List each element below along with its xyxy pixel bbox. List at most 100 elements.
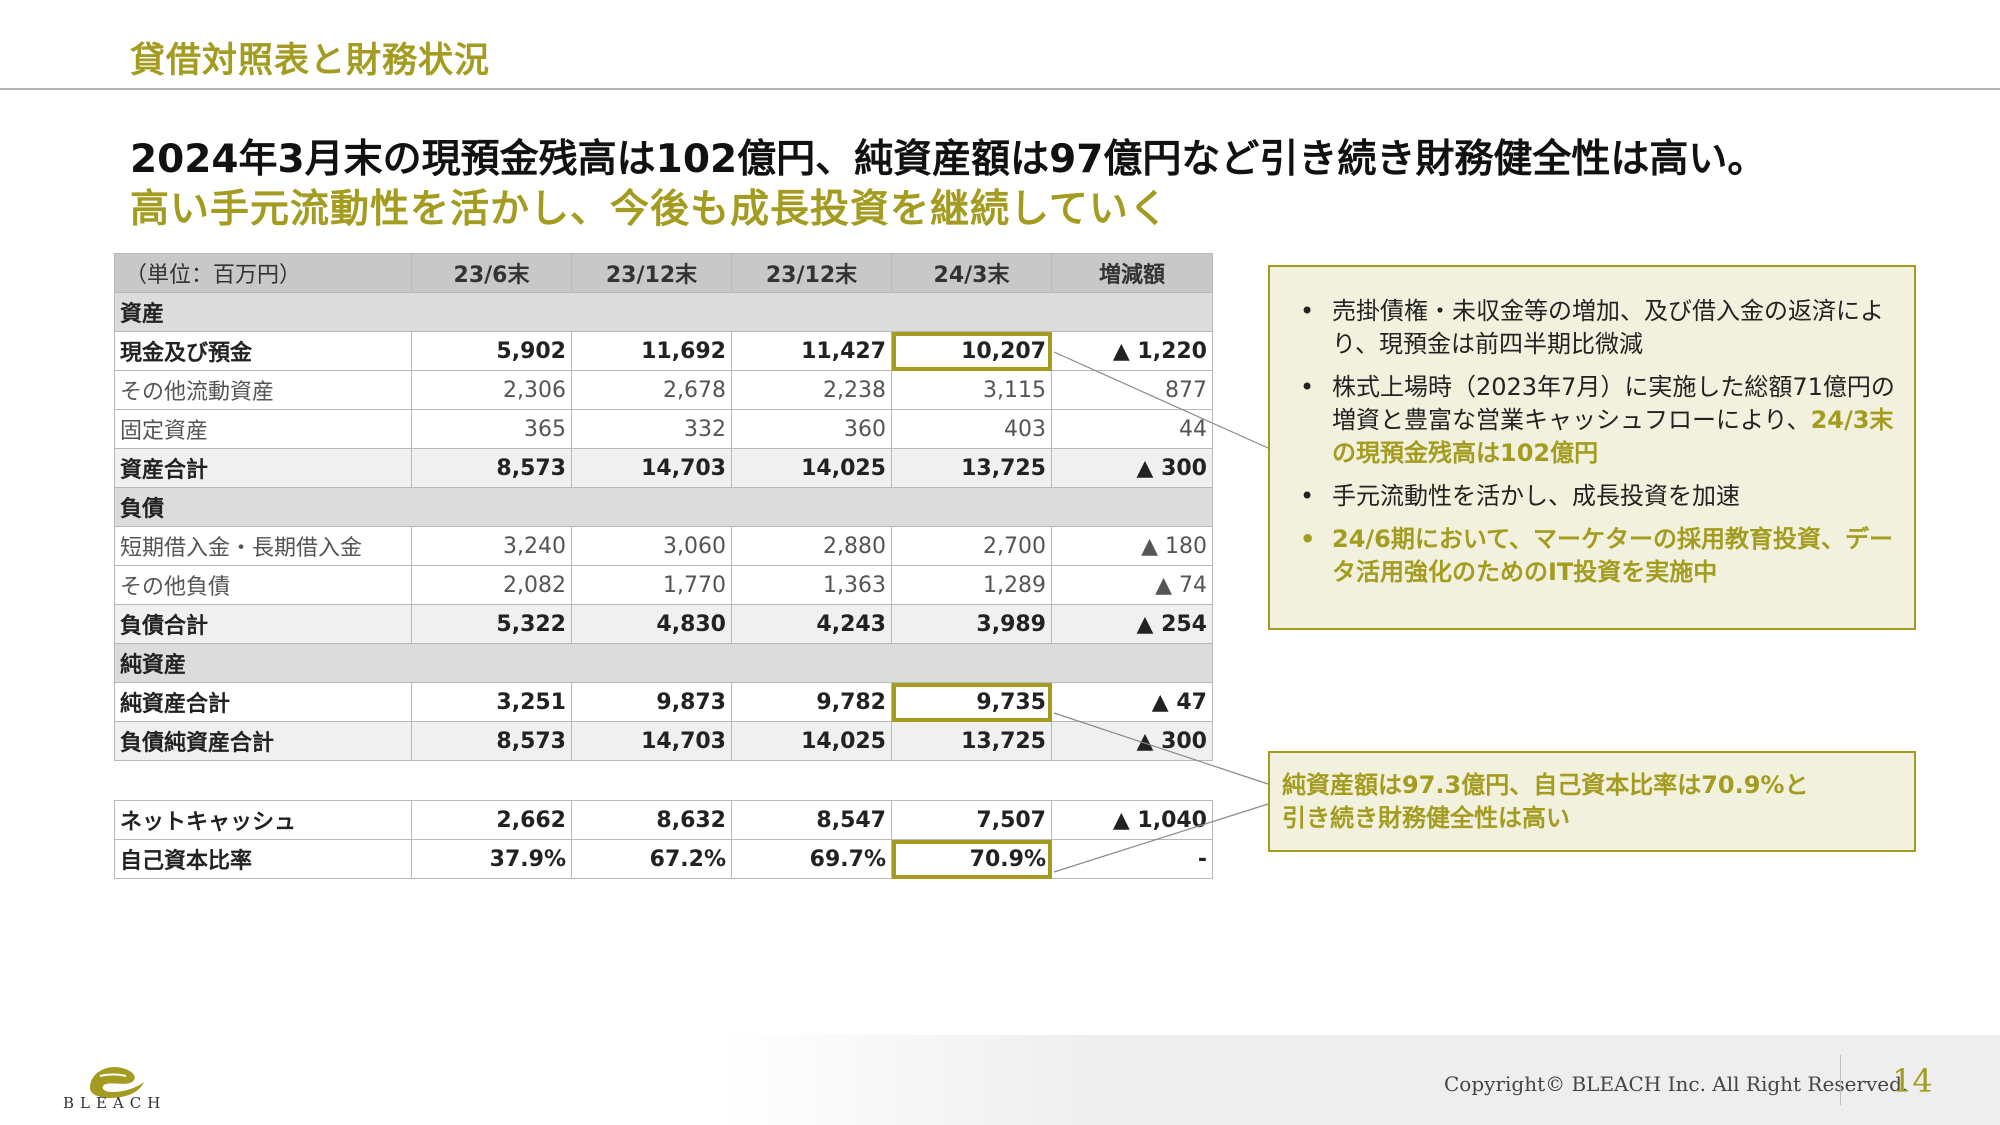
financial-summary-callout: 売掛債権・未収金等の増加、及び借入金の返済により、現預金は前四半期比微減 株式上… [1268, 265, 1916, 630]
summary-bullet: 手元流動性を活かし、成長投資を加速 [1300, 480, 1900, 513]
change-cell: ▲ 1,040 [1051, 800, 1213, 840]
headline-primary: 2024年3月末の現預金残高は102億円、純資産額は97億円など引き続き財務健全… [130, 137, 1767, 182]
value-cell: 2,880 [731, 526, 892, 566]
value-cell: 360 [731, 409, 892, 449]
change-cell: ▲ 300 [1051, 721, 1213, 761]
row-label: 資産合計 [114, 448, 412, 488]
value-cell: 11,692 [571, 331, 732, 371]
value-cell: 9,735 [891, 682, 1052, 722]
table-row: その他負債 2,082 1,770 1,363 1,289 ▲ 74 [114, 565, 1213, 605]
column-header: 増減額 [1051, 253, 1213, 293]
change-cell: ▲ 254 [1051, 604, 1213, 644]
row-label: 純資産合計 [114, 682, 412, 722]
value-cell: 37.9% [411, 839, 572, 879]
section-label: 純資産 [114, 643, 1213, 683]
table-row: 現金及び預金 5,902 11,692 11,427 10,207 ▲ 1,220 [114, 331, 1213, 371]
headline-secondary: 高い手元流動性を活かし、今後も成長投資を継続していく [130, 187, 1169, 232]
value-cell: 2,306 [411, 370, 572, 410]
row-label: 自己資本比率 [114, 839, 412, 879]
value-cell: 67.2% [571, 839, 732, 879]
value-cell: 365 [411, 409, 572, 449]
row-label: 負債純資産合計 [114, 721, 412, 761]
value-cell: 5,322 [411, 604, 572, 644]
value-cell: 10,207 [891, 331, 1052, 371]
change-cell: ▲ 300 [1051, 448, 1213, 488]
value-cell: 9,873 [571, 682, 732, 722]
value-cell: 1,289 [891, 565, 1052, 605]
summary-bullet-highlight: 24/3末の現預金残高は102億円 [1332, 406, 1894, 467]
bleach-logo-icon [90, 1066, 144, 1098]
table-row: 純資産合計 3,251 9,873 9,782 9,735 ▲ 47 [114, 682, 1213, 722]
table-section-row: 資産 [114, 292, 1213, 332]
column-header: 24/3末 [891, 253, 1052, 293]
table-row: その他流動資産 2,306 2,678 2,238 3,115 877 [114, 370, 1213, 410]
value-cell: 5,902 [411, 331, 572, 371]
value-cell: 14,025 [731, 448, 892, 488]
change-cell: ▲ 47 [1051, 682, 1213, 722]
row-label: その他流動資産 [114, 370, 412, 410]
row-label: その他負債 [114, 565, 412, 605]
value-cell: 8,547 [731, 800, 892, 840]
column-header: 23/6末 [411, 253, 572, 293]
change-cell: ▲ 180 [1051, 526, 1213, 566]
change-cell: - [1051, 839, 1213, 879]
value-cell: 9,782 [731, 682, 892, 722]
value-cell: 2,678 [571, 370, 732, 410]
value-cell: 4,243 [731, 604, 892, 644]
table-row: 固定資産 365 332 360 403 44 [114, 409, 1213, 449]
equity-callout: 純資産額は97.3億円、自己資本比率は70.9%と 引き続き財務健全性は高い [1268, 751, 1916, 852]
page-number: 14 [1892, 1062, 1933, 1100]
balance-sheet-table: （単位：百万円） 23/6末 23/12末 23/12末 24/3末 増減額 資… [114, 253, 1213, 879]
table-row: 負債純資産合計 8,573 14,703 14,025 13,725 ▲ 300 [114, 721, 1213, 761]
value-cell: 3,060 [571, 526, 732, 566]
table-row: ネットキャッシュ 2,662 8,632 8,547 7,507 ▲ 1,040 [114, 800, 1213, 840]
header-divider [0, 88, 2000, 90]
value-cell: 8,573 [411, 448, 572, 488]
table-section-row: 純資産 [114, 643, 1213, 683]
section-label: 負債 [114, 487, 1213, 527]
value-cell: 2,700 [891, 526, 1052, 566]
row-label: 固定資産 [114, 409, 412, 449]
value-cell: 13,725 [891, 721, 1052, 761]
value-cell: 11,427 [731, 331, 892, 371]
value-cell: 14,703 [571, 721, 732, 761]
table-row: 負債合計 5,322 4,830 4,243 3,989 ▲ 254 [114, 604, 1213, 644]
value-cell: 14,025 [731, 721, 892, 761]
value-cell: 3,989 [891, 604, 1052, 644]
value-cell: 3,251 [411, 682, 572, 722]
equity-callout-line: 引き続き財務健全性は高い [1282, 804, 1570, 832]
table-header-row: （単位：百万円） 23/6末 23/12末 23/12末 24/3末 増減額 [114, 253, 1213, 293]
summary-bullet: 株式上場時（2023年7月）に実施した総額71億円の増資と豊富な営業キャッシュフ… [1300, 371, 1900, 470]
value-cell: 70.9% [891, 839, 1052, 879]
value-cell: 1,770 [571, 565, 732, 605]
value-cell: 403 [891, 409, 1052, 449]
logo-wordmark: BLEACH [63, 1094, 167, 1112]
value-cell: 2,082 [411, 565, 572, 605]
value-cell: 2,662 [411, 800, 572, 840]
copyright-text: Copyright© BLEACH Inc. All Right Reserve… [1444, 1072, 1909, 1096]
value-cell: 2,238 [731, 370, 892, 410]
change-cell: ▲ 1,220 [1051, 331, 1213, 371]
spacer-cell [115, 761, 1213, 801]
section-label: 資産 [114, 292, 1213, 332]
table-row: 自己資本比率 37.9% 67.2% 69.7% 70.9% - [114, 839, 1213, 879]
value-cell: 69.7% [731, 839, 892, 879]
change-cell: ▲ 74 [1051, 565, 1213, 605]
row-label: ネットキャッシュ [114, 800, 412, 840]
footer-band [720, 1035, 2000, 1125]
page-title: 貸借対照表と財務状況 [130, 41, 491, 81]
change-cell: 44 [1051, 409, 1213, 449]
row-label: 現金及び預金 [114, 331, 412, 371]
value-cell: 8,632 [571, 800, 732, 840]
table-section-row: 負債 [114, 487, 1213, 527]
value-cell: 3,240 [411, 526, 572, 566]
summary-bullet: 売掛債権・未収金等の増加、及び借入金の返済により、現預金は前四半期比微減 [1300, 295, 1900, 361]
value-cell: 4,830 [571, 604, 732, 644]
unit-label: （単位：百万円） [114, 253, 412, 293]
column-header: 23/12末 [571, 253, 732, 293]
value-cell: 8,573 [411, 721, 572, 761]
column-header: 23/12末 [731, 253, 892, 293]
row-label: 短期借入金・長期借入金 [114, 526, 412, 566]
value-cell: 1,363 [731, 565, 892, 605]
value-cell: 14,703 [571, 448, 732, 488]
